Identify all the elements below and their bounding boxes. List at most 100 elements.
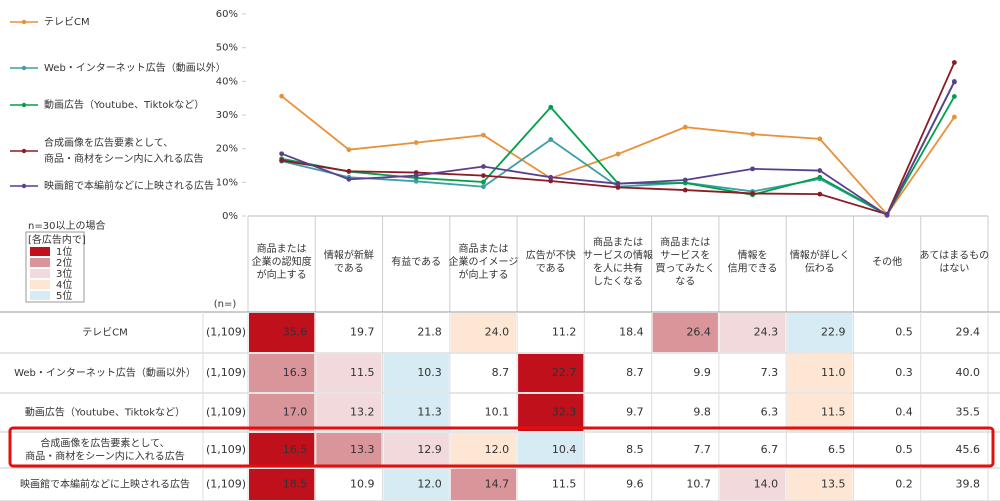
cell-value: 11.3 [417,406,442,419]
point [682,177,688,183]
category-label: 商品またはサービスを買ってみたくなる [656,236,716,288]
legend-marker [21,183,27,189]
cell-value: 39.8 [956,478,981,491]
cell-value: 11.5 [350,366,375,379]
rank-cell [450,469,517,500]
row-n: (1,109) [206,326,246,339]
point [279,151,285,157]
rank-heading: [各広告内で] [28,233,86,246]
rank-cell [518,433,584,467]
point [817,136,823,142]
cell-value: 8.5 [626,443,644,456]
cell-value: 11.5 [821,406,846,419]
point [682,187,688,193]
category-label: 広告が不快である [526,249,576,275]
legend-marker [21,19,27,25]
rank-note: n=30以上の場合 [28,219,105,232]
legend-label: テレビCM [44,16,90,28]
rank-cell [787,469,853,500]
category-label: 商品またはサービスの情報を人に共有したくなる [583,236,653,288]
cell-value: 13.3 [350,443,375,456]
category-label: 情報が詳しく伝わる [790,249,850,275]
point [481,164,486,169]
y-tick-label: 50% [216,43,238,54]
rank-box [25,231,85,303]
point [481,173,486,179]
point [413,178,419,184]
point [548,178,554,184]
rank-cell [383,433,449,467]
cell-value: 16.3 [283,366,308,379]
rank-cell [249,469,315,500]
rank-cell [316,394,382,431]
point [413,173,419,179]
cell-value: 18.4 [619,326,644,339]
cell-value: 35.5 [956,406,981,419]
y-tick-label: 10% [216,177,238,188]
point [279,93,285,99]
category-label: その他 [872,255,902,268]
point [481,179,486,185]
cell-value: 7.7 [693,443,711,456]
highlight-box [8,426,995,468]
rank-cell [383,354,449,392]
point [682,124,688,130]
cell-value: 9.9 [693,366,711,379]
cell-value: 10.4 [552,443,577,456]
rank-swatch [30,258,50,267]
cell-value: 0.4 [895,406,913,419]
point [481,184,486,190]
cell-value: 6.3 [761,406,779,419]
y-tick-label: 30% [216,110,238,121]
cell-value: 10.9 [350,478,375,491]
point [615,184,621,190]
cell-value: 12.0 [485,443,510,456]
point [750,191,755,196]
rank-cell [518,354,584,392]
point [951,60,957,65]
cell-value: 0.3 [895,366,913,379]
rank-cell [652,313,718,352]
rank-cell [383,394,449,431]
row-n: (1,109) [206,478,246,491]
n-header: (n=) [214,299,237,310]
rank-cell [316,433,382,467]
legend-label: Web・インターネット広告（動画以外） [44,61,226,74]
cell-value: 0.2 [895,478,913,491]
cell-value: 24.0 [485,326,510,339]
point [346,176,352,182]
rank-swatch [30,269,50,278]
point [548,174,554,180]
rank-swatch [30,291,50,300]
cell-value: 21.8 [417,326,442,339]
row-label: 動画広告（Youtube、Tiktokなど） [25,406,185,419]
cell-value: 29.4 [956,326,981,339]
rank-cell [249,313,315,352]
point [481,132,486,138]
rank-swatch [30,280,50,289]
cell-value: 35.6 [283,326,308,339]
rank-cell [787,313,853,352]
cell-value: 45.6 [956,443,981,456]
row-label: テレビCM [82,327,128,339]
cell-value: 9.7 [626,406,644,419]
y-tick-label: 0% [222,211,238,222]
cell-value: 13.2 [350,406,375,419]
y-tick-label: 60% [216,9,238,20]
cell-value: 22.9 [821,326,846,339]
cell-value: 12.0 [417,478,442,491]
cell-value: 0.5 [895,443,913,456]
point [951,114,957,120]
rank-label: 4位 [56,278,72,291]
category-label: 商品または企業のイメージが向上する [449,242,519,281]
category-label: あてはまるものはない [920,250,990,275]
rank-cell [316,354,382,392]
point [817,168,823,173]
cell-value: 6.7 [761,443,779,456]
cell-value: 10.1 [485,406,510,419]
rank-cell [719,313,786,352]
rank-label: 2位 [56,256,72,269]
point [615,151,621,157]
rank-label: 1位 [56,245,72,258]
rank-cell [450,433,517,467]
